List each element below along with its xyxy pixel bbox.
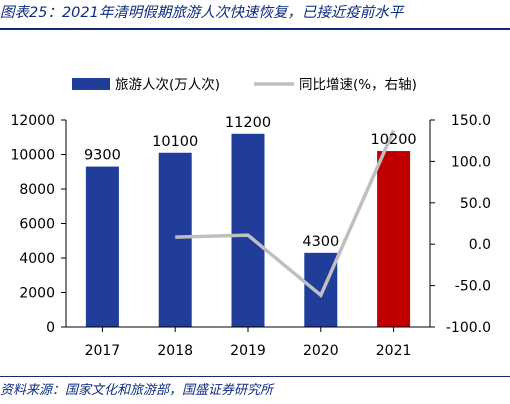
legend-bar-label: 旅游人次(万人次) xyxy=(115,77,220,93)
right-tick-label: 50.0 xyxy=(460,196,491,212)
data-label-2018: 10100 xyxy=(152,134,198,150)
source-rule xyxy=(0,376,510,377)
data-label-2019: 11200 xyxy=(225,115,271,131)
line-layer xyxy=(175,129,396,299)
bar-2017 xyxy=(85,166,119,327)
bar-2018 xyxy=(158,152,192,327)
x-tick-label-2018: 2018 xyxy=(157,343,193,359)
right-tick-label: -100.0 xyxy=(446,320,491,336)
bar-2021 xyxy=(377,151,411,327)
left-tick-label: 6000 xyxy=(19,217,55,233)
data-labels-layer: 9300 10100 11200 4300 10200 xyxy=(84,115,417,250)
x-tick-label-2020: 2020 xyxy=(303,343,339,359)
source-note: 资料来源：国家文化和旅游部，国盛证券研究所 xyxy=(0,383,274,398)
growth-rate-line xyxy=(175,129,396,299)
bar-2020 xyxy=(304,252,338,327)
data-label-2021: 10200 xyxy=(371,132,417,148)
legend: 旅游人次(万人次) 同比增速(%，右轴) xyxy=(72,77,417,93)
figure-title: 图表25：2021年清明假期旅游人次快速恢复，已接近疫前水平 xyxy=(0,5,404,21)
x-tick-label-2019: 2019 xyxy=(230,343,266,359)
data-label-2017: 9300 xyxy=(84,148,121,164)
left-tick-label: 2000 xyxy=(19,286,55,302)
left-tick-label: 0 xyxy=(46,320,55,336)
right-tick-label: 0.0 xyxy=(469,237,491,253)
data-label-2020: 4300 xyxy=(302,234,339,250)
bars-layer xyxy=(85,133,411,327)
right-tick-label: 100.0 xyxy=(451,154,491,170)
left-tick-label: 4000 xyxy=(19,251,55,267)
left-tick-label: 10000 xyxy=(10,148,55,164)
legend-line-label: 同比增速(%，右轴) xyxy=(299,77,417,93)
axes-layer: 0 2000 4000 6000 8000 10000 12000 -100.0 -50.0 0.… xyxy=(10,113,491,359)
right-tick-label: 150.0 xyxy=(451,113,491,129)
left-tick-label: 12000 xyxy=(10,113,55,129)
legend-bar-swatch xyxy=(72,78,110,90)
title-rule xyxy=(0,28,510,30)
left-tick-label: 8000 xyxy=(19,182,55,198)
x-tick-label-2017: 2017 xyxy=(85,343,121,359)
right-tick-label: -50.0 xyxy=(455,279,491,295)
bar-2019 xyxy=(231,133,265,327)
x-tick-label-2021: 2021 xyxy=(376,343,412,359)
